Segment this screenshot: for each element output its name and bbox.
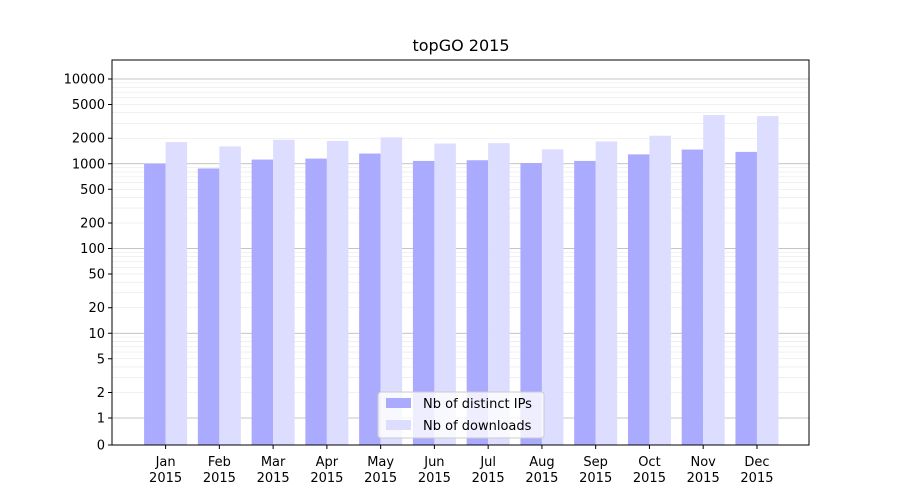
- y-tick-label: 10: [88, 327, 105, 342]
- x-tick-label: Nov 2015: [687, 455, 720, 486]
- x-tick-label: Aug 2015: [525, 455, 558, 486]
- bar-distinct-ips: [520, 163, 542, 446]
- bar-distinct-ips: [574, 160, 596, 445]
- chart-title: topGO 2015: [412, 36, 509, 55]
- x-tick-label: Jan 2015: [149, 455, 182, 486]
- bar-distinct-ips: [627, 154, 650, 446]
- x-tick-label: Apr 2015: [310, 455, 343, 486]
- bar-downloads: [273, 139, 295, 445]
- y-tick-label: 200: [80, 216, 105, 231]
- legend-swatch-distinct-ips: [386, 398, 411, 408]
- bar-downloads: [595, 141, 618, 445]
- bar-downloads: [649, 135, 671, 445]
- x-tick-label: May 2015: [364, 455, 397, 486]
- y-tick-label: 5000: [72, 98, 105, 113]
- bar-downloads: [703, 115, 725, 445]
- y-tick-label: 10000: [64, 73, 105, 88]
- bar-downloads: [219, 146, 241, 445]
- x-tick-label: Jun 2015: [418, 455, 451, 486]
- bar-downloads: [326, 140, 349, 445]
- x-tick-label: Dec 2015: [740, 455, 773, 486]
- bar-distinct-ips: [197, 168, 220, 446]
- bar-distinct-ips: [735, 151, 757, 445]
- y-tick-label: 1000: [72, 157, 105, 172]
- y-tick-label: 5: [97, 352, 105, 367]
- y-tick-label: 0: [97, 439, 105, 454]
- legend-swatch-downloads: [386, 420, 411, 430]
- x-tick-label: Feb 2015: [203, 455, 236, 486]
- y-tick-label: 2000: [72, 132, 105, 147]
- y-tick-label: 20: [88, 301, 105, 316]
- bar-distinct-ips: [144, 163, 166, 445]
- x-tick-label: Jul 2015: [472, 455, 505, 486]
- y-tick-label: 50: [88, 268, 105, 283]
- x-axis: Jan 2015 Feb 2015 Mar 2015 Apr 2015 May 2015 Jun 20…: [149, 445, 774, 486]
- y-tick-label: 2: [97, 386, 105, 401]
- x-tick-label: Oct 2015: [633, 455, 666, 486]
- bar-distinct-ips: [251, 159, 274, 445]
- legend-label-downloads: Nb of downloads: [423, 419, 532, 434]
- legend-label-distinct-ips: Nb of distinct IPs: [423, 397, 532, 412]
- bar-distinct-ips: [466, 160, 489, 445]
- bar-distinct-ips: [359, 153, 381, 445]
- bar-distinct-ips: [305, 158, 327, 445]
- legend: Nb of distinct IPs Nb of downloads: [377, 391, 545, 439]
- bars: [144, 115, 779, 446]
- y-axis: 0 1 2 5 10 20 50 100 200 500 1000 2000 5000 10000: [64, 73, 112, 454]
- y-tick-label: 500: [80, 183, 105, 198]
- y-tick-label: 100: [80, 242, 105, 257]
- bar-downloads: [541, 149, 564, 445]
- bar-distinct-ips: [681, 149, 704, 445]
- bar-downloads: [434, 143, 456, 445]
- x-tick-label: Mar 2015: [257, 455, 290, 486]
- x-tick-label: Sep 2015: [579, 455, 612, 486]
- bar-downloads: [380, 137, 403, 445]
- y-tick-label: 1: [97, 412, 105, 427]
- bar-downloads: [756, 116, 779, 446]
- plot-frame: [111, 59, 810, 446]
- bar-downloads: [488, 143, 510, 445]
- bar-distinct-ips: [412, 160, 435, 445]
- bar-downloads: [165, 142, 188, 445]
- legend-frame: [377, 391, 545, 439]
